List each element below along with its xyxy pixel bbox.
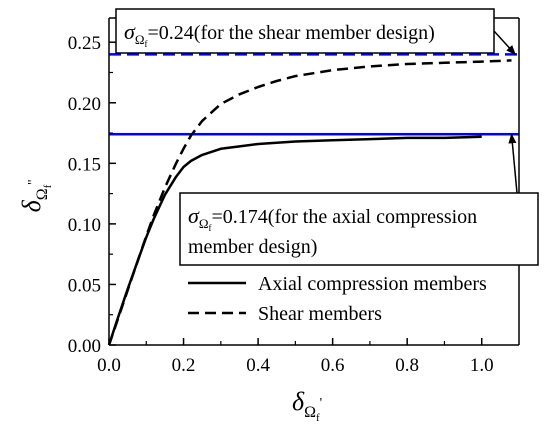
svg-text:σΩf=0.24(for the shear member: σΩf=0.24(for the shear member design): [124, 19, 435, 49]
legend-label-axial: Axial compression members: [258, 273, 487, 295]
annotation-axial: σΩf=0.174(for the axial compression memb…: [179, 133, 539, 266]
x-tick-label-1: 0.2: [172, 355, 196, 376]
annotation-shear-arrow: [493, 30, 516, 56]
y-tick-label-0: 0.00: [68, 336, 101, 357]
y-axis-label: δΩf'': [17, 180, 54, 213]
y-tick-label-3: 0.15: [68, 154, 101, 175]
series-line-0: [107, 135, 482, 346]
x-tick-label-3: 0.6: [321, 355, 345, 376]
svg-text:σΩf=0.174(for the axial compre: σΩf=0.174(for the axial compression: [188, 203, 477, 233]
legend: Axial compression members Shear members: [188, 273, 487, 325]
y-tick-label-2: 0.10: [68, 215, 101, 236]
x-tick-label-4: 0.8: [395, 355, 419, 376]
y-tick-label-4: 0.20: [68, 94, 101, 115]
x-tick-label-0: 0.0: [97, 355, 121, 376]
x-tick-label-2: 0.4: [246, 355, 270, 376]
y-tick-label-1: 0.05: [68, 275, 101, 296]
annotation-axial-box: [179, 192, 539, 266]
axes: [108, 17, 520, 346]
x-axis-label: δΩf': [292, 387, 322, 424]
annotation-shear-box: [115, 8, 495, 54]
y-tick-label-5: 0.25: [68, 33, 101, 54]
annotation-shear: σΩf=0.24(for the shear member design): [115, 8, 516, 56]
annotation-axial-arrow: [508, 133, 518, 194]
legend-label-shear: Shear members: [258, 303, 382, 325]
annotation-axial-line2: member design): [188, 236, 317, 258]
series-line-1: [107, 59, 512, 346]
x-tick-label-5: 1.0: [470, 355, 494, 376]
svg-text:δΩf'': δΩf'': [17, 180, 54, 213]
